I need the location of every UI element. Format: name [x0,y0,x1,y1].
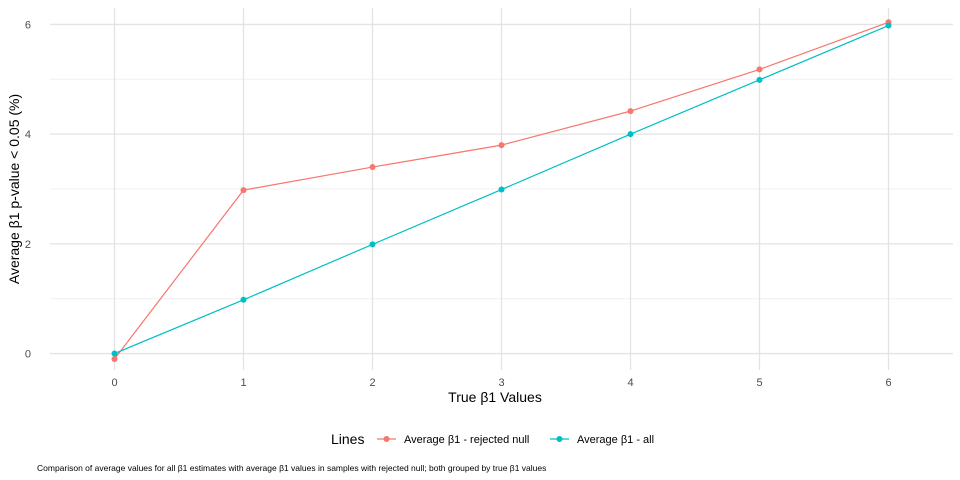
grid-lines [50,8,953,370]
legend: Lines Average β1 - rejected null Average… [331,431,654,447]
x-tick-label: 0 [111,377,117,389]
series-1 [111,22,892,357]
x-tick-label: 3 [498,377,504,389]
y-axis-title: Average β1 p-value < 0.05 (%) [6,94,22,284]
x-tick-label: 4 [627,377,633,389]
data-point [756,66,763,73]
legend-key-point-rejected-null [383,436,390,442]
axis-ticks: 0 1 2 3 4 5 6 0 2 4 6 [25,19,892,389]
data-point [369,164,376,171]
data-point [498,142,505,149]
data-point [756,76,763,83]
y-tick-label: 6 [25,19,31,31]
x-tick-label: 2 [369,377,375,389]
x-tick-label: 6 [885,377,891,389]
y-tick-label: 0 [25,349,31,361]
data-point [240,187,247,194]
legend-label-rejected-null: Average β1 - rejected null [404,434,529,446]
chart-caption: Comparison of average values for all β1 … [37,463,546,473]
legend-title: Lines [331,431,364,447]
y-tick-label: 2 [25,239,31,251]
legend-item-rejected-null: Average β1 - rejected null [377,434,529,446]
legend-key-point-all [556,436,563,442]
legend-item-all: Average β1 - all [550,434,654,446]
y-tick-label: 4 [25,129,31,141]
x-tick-label: 5 [756,377,762,389]
data-point [111,356,118,363]
x-axis-title: True β1 Values [448,389,542,405]
data-point [369,241,376,248]
data-point [627,108,634,115]
data-point [498,186,505,193]
x-tick-label: 1 [240,377,246,389]
data-point [111,350,118,357]
series-lines [111,19,892,363]
data-point [240,296,247,303]
data-point [627,131,634,138]
legend-label-all: Average β1 - all [577,434,654,446]
data-point [885,22,892,29]
